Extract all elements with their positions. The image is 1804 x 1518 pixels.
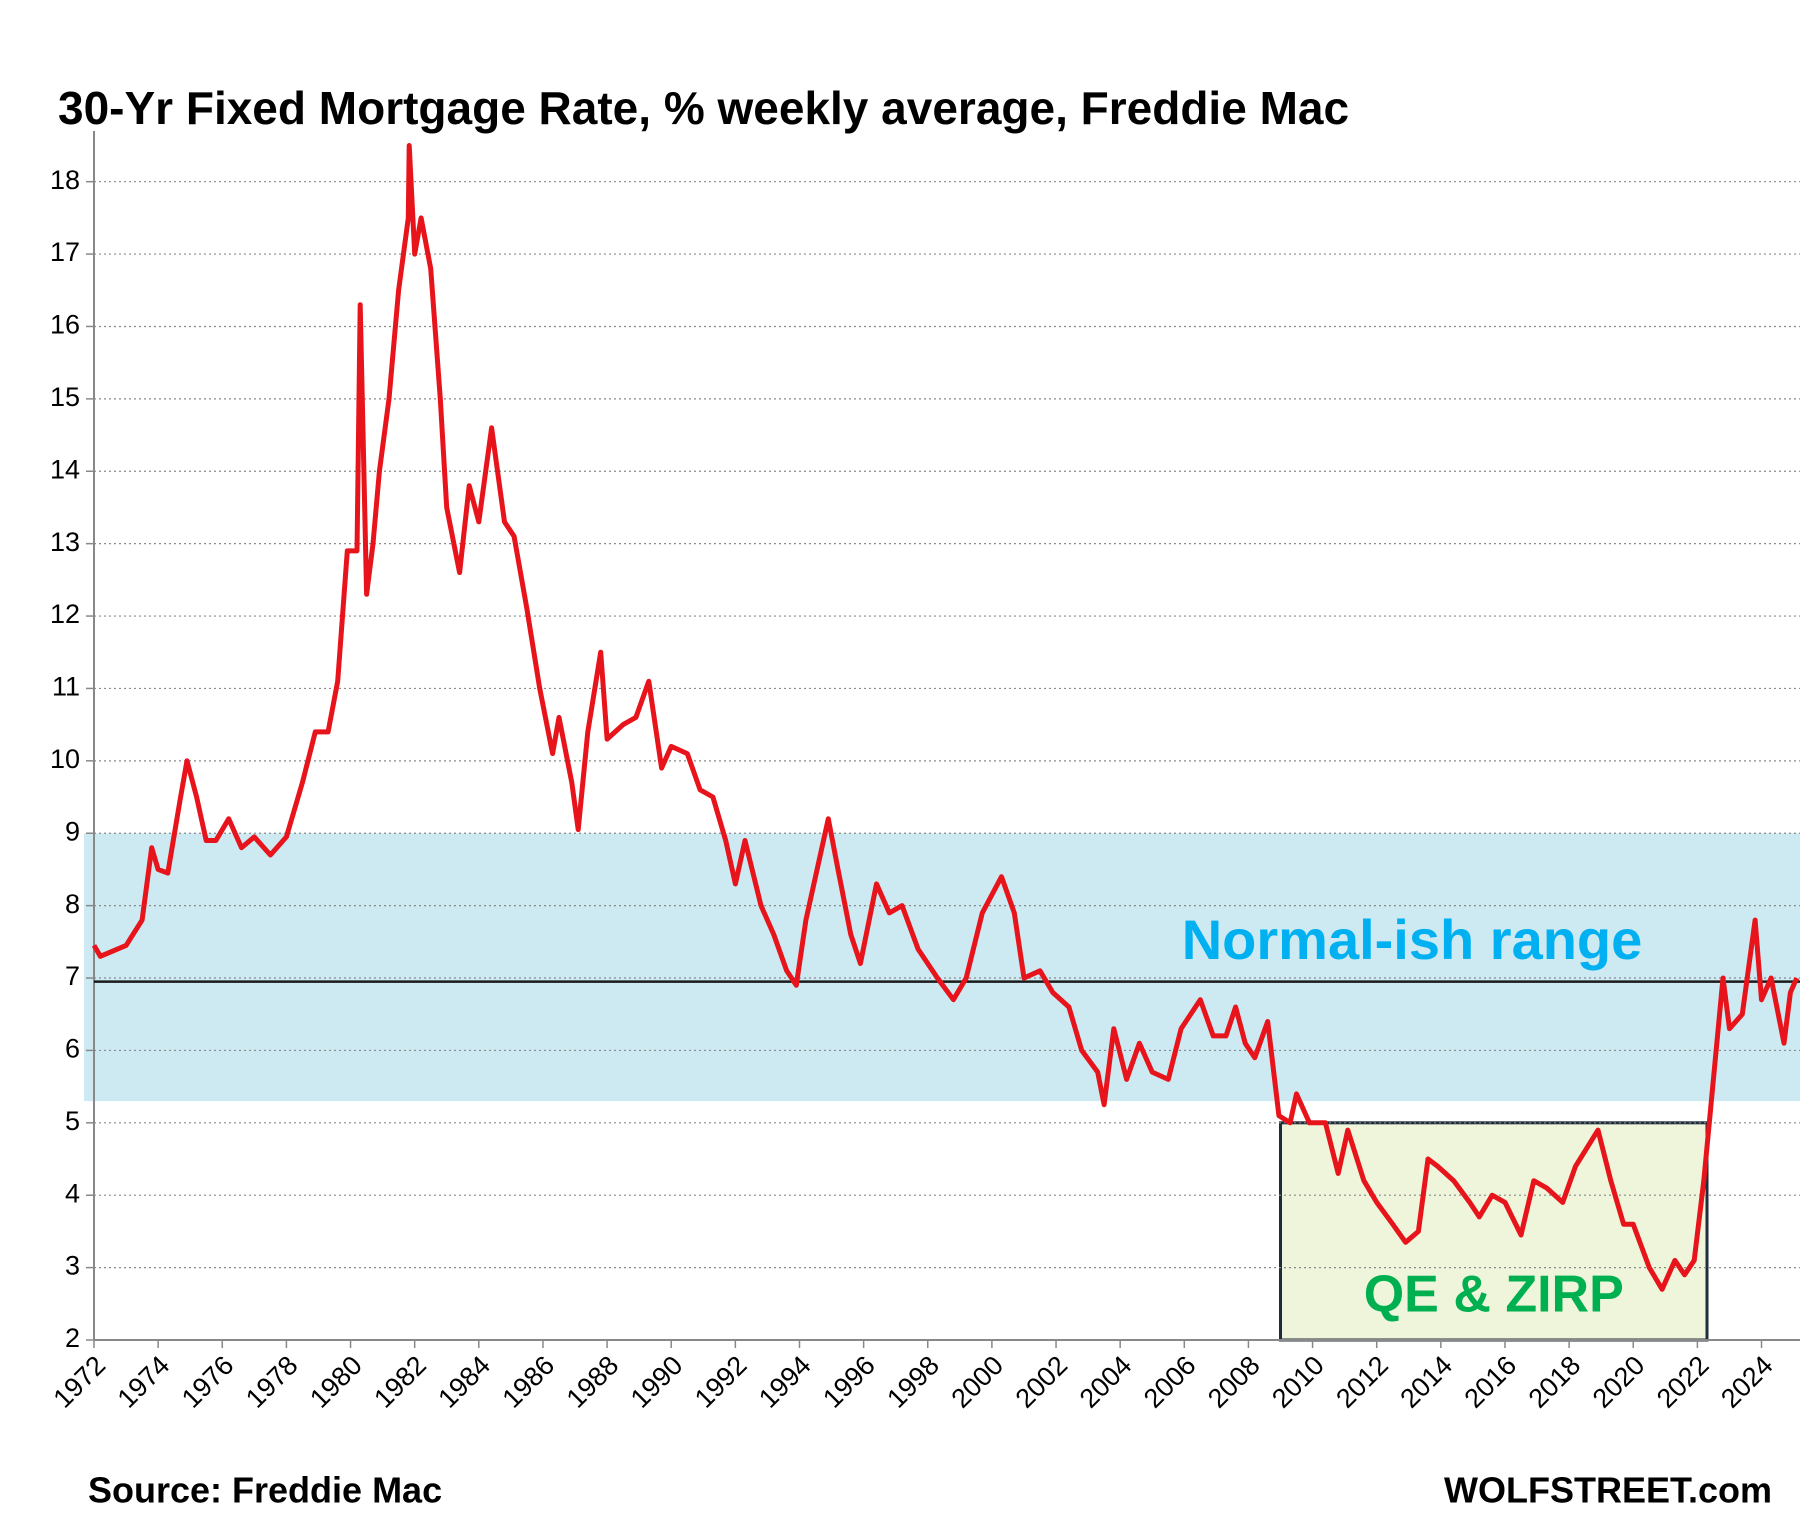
y-tick-label: 12 bbox=[50, 599, 80, 629]
chart-title: 30-Yr Fixed Mortgage Rate, % weekly aver… bbox=[58, 82, 1349, 134]
credit: WOLFSTREET.com bbox=[1444, 1470, 1772, 1511]
y-tick-label: 6 bbox=[65, 1034, 80, 1064]
x-tick-label: 1978 bbox=[240, 1350, 304, 1414]
x-tick-label: 1992 bbox=[689, 1350, 753, 1414]
x-tick-label: 1990 bbox=[625, 1350, 689, 1414]
y-tick-label: 3 bbox=[65, 1251, 80, 1281]
y-tick-label: 18 bbox=[50, 165, 80, 195]
x-tick-label: 2010 bbox=[1266, 1350, 1330, 1414]
y-tick-label: 8 bbox=[65, 889, 80, 919]
x-tick-label: 1982 bbox=[368, 1350, 432, 1414]
x-tick-label: 1974 bbox=[112, 1350, 176, 1414]
y-tick-label: 15 bbox=[50, 382, 80, 412]
x-tick-label: 2004 bbox=[1074, 1350, 1138, 1414]
y-tick-label: 11 bbox=[52, 672, 80, 702]
x-tick-label: 2012 bbox=[1330, 1350, 1394, 1414]
y-tick-label: 10 bbox=[50, 744, 80, 774]
x-tick-label: 1980 bbox=[304, 1350, 368, 1414]
y-tick-label: 7 bbox=[65, 961, 80, 991]
x-tick-label: 2014 bbox=[1394, 1350, 1458, 1414]
y-tick-label: 5 bbox=[65, 1106, 80, 1136]
x-tick-label: 2024 bbox=[1715, 1350, 1779, 1414]
normal-range-band bbox=[84, 833, 1800, 1102]
rate-line bbox=[91, 143, 1800, 1292]
y-tick-label: 16 bbox=[50, 310, 80, 340]
source: Source: Freddie Mac bbox=[88, 1470, 442, 1511]
x-tick-label: 2022 bbox=[1651, 1350, 1715, 1414]
x-tick-label: 1984 bbox=[432, 1350, 496, 1414]
x-tick-label: 1996 bbox=[817, 1350, 881, 1414]
x-tick-label: 1976 bbox=[176, 1350, 240, 1414]
x-tick-label: 2008 bbox=[1202, 1350, 1266, 1414]
box-label: QE & ZIRP bbox=[1364, 1266, 1624, 1324]
y-tick-label: 14 bbox=[50, 454, 80, 484]
x-tick-label: 1998 bbox=[881, 1350, 945, 1414]
y-tick-label: 13 bbox=[50, 527, 80, 557]
x-tick-label: 2020 bbox=[1587, 1350, 1651, 1414]
y-tick-label: 17 bbox=[50, 237, 80, 267]
x-tick-label: 1994 bbox=[753, 1350, 817, 1414]
x-tick-label: 2000 bbox=[945, 1350, 1009, 1414]
x-tick-label: 2002 bbox=[1010, 1350, 1074, 1414]
y-tick-label: 9 bbox=[65, 816, 80, 846]
x-tick-label: 2018 bbox=[1523, 1350, 1587, 1414]
x-tick-label: 1986 bbox=[497, 1350, 561, 1414]
y-tick-label: 2 bbox=[65, 1323, 80, 1353]
x-tick-label: 2016 bbox=[1459, 1350, 1523, 1414]
band-label: Normal-ish range bbox=[1182, 908, 1643, 971]
x-tick-label: 1988 bbox=[561, 1350, 625, 1414]
x-tick-label: 1972 bbox=[48, 1350, 112, 1414]
y-tick-label: 4 bbox=[65, 1178, 80, 1208]
x-tick-label: 2006 bbox=[1138, 1350, 1202, 1414]
